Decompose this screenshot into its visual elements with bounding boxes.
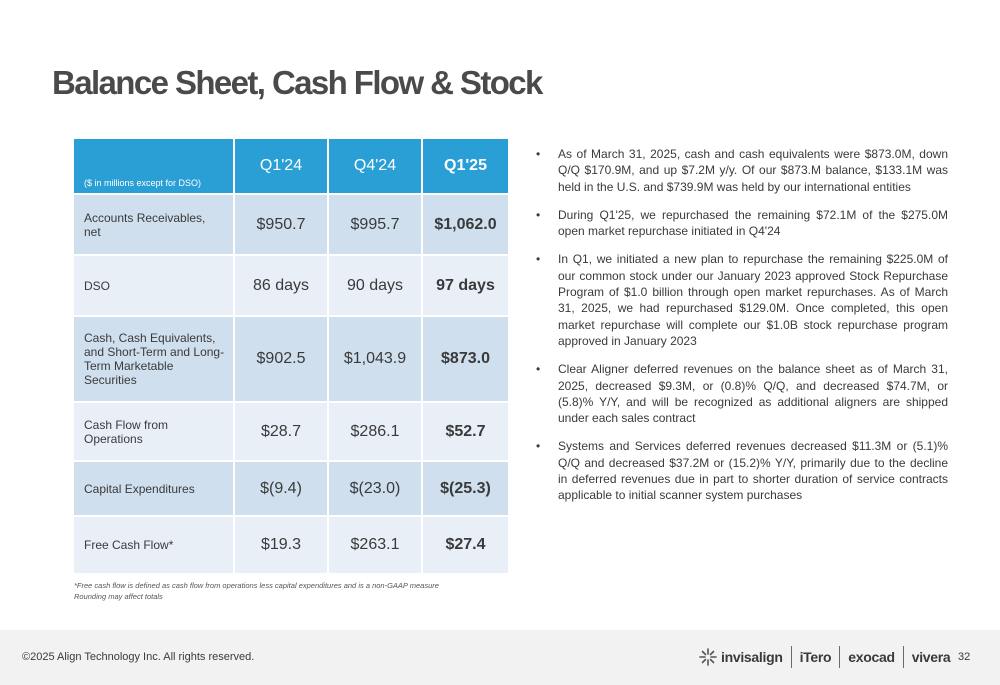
table-header-row: ($ in millions except for DSO) Q1'24 Q4'… xyxy=(72,137,510,195)
copyright-text: ©2025 Align Technology Inc. All rights r… xyxy=(22,651,255,663)
cell-value: $1,043.9 xyxy=(327,315,423,403)
table-row: Cash Flow from Operations $28.7 $286.1 $… xyxy=(72,401,510,462)
bullet-icon: • xyxy=(536,147,541,161)
logo-divider xyxy=(790,646,792,668)
brand-logos: invisalign iTero exocad vivera xyxy=(698,644,951,670)
table-row: Free Cash Flow* $19.3 $263.1 $27.4 xyxy=(72,515,510,575)
footnotes: *Free cash flow is defined as cash flow … xyxy=(74,580,439,602)
logo-itero: iTero xyxy=(799,649,832,665)
cell-value: $902.5 xyxy=(233,315,329,403)
cell-value: $286.1 xyxy=(327,401,423,462)
cell-value: $19.3 xyxy=(233,515,329,575)
column-header-q4-24: Q4'24 xyxy=(327,137,423,195)
footnote-rounding: Rounding may affect totals xyxy=(74,592,163,601)
cell-value: $873.0 xyxy=(421,315,510,403)
row-label: Cash, Cash Equivalents, and Short-Term a… xyxy=(72,315,235,403)
page-number: 32 xyxy=(958,651,971,663)
bullet-item: • During Q1'25, we repurchased the remain… xyxy=(536,207,948,239)
table-row: Accounts Receivables, net $950.7 $995.7 … xyxy=(72,193,510,256)
logo-divider xyxy=(839,646,841,668)
invisalign-star-icon xyxy=(699,648,717,666)
bullet-item: • In Q1, we initiated a new plan to repur… xyxy=(536,252,948,348)
financial-table: ($ in millions except for DSO) Q1'24 Q4'… xyxy=(72,137,510,575)
logo-divider xyxy=(902,646,904,668)
logo-vivera: vivera xyxy=(911,649,951,665)
row-label: Cash Flow from Operations xyxy=(72,401,235,462)
footnote-fcf: *Free cash flow is defined as cash flow … xyxy=(74,581,439,590)
table-row: Cash, Cash Equivalents, and Short-Term a… xyxy=(72,315,510,403)
logo-invisalign: invisalign xyxy=(721,649,783,665)
cell-value: $27.4 xyxy=(421,515,510,575)
bullet-icon: • xyxy=(536,252,541,267)
row-label: Free Cash Flow* xyxy=(72,515,235,575)
cell-value: $263.1 xyxy=(327,515,423,575)
cell-value: 97 days xyxy=(421,254,510,317)
cell-value: $28.7 xyxy=(233,401,329,462)
bullet-item: • Clear Aligner deferred revenues on the … xyxy=(536,362,948,426)
cell-value: $(9.4) xyxy=(233,460,329,517)
bullet-icon: • xyxy=(536,362,541,377)
bullet-list: • As of March 31, 2025, cash and cash equ… xyxy=(536,146,948,516)
cell-value: $1,062.0 xyxy=(421,193,510,256)
cell-value: 90 days xyxy=(327,254,423,317)
cell-value: 86 days xyxy=(233,254,329,317)
cell-value: $950.7 xyxy=(233,193,329,256)
page-title: Balance Sheet, Cash Flow & Stock xyxy=(52,64,543,101)
cell-value: $(25.3) xyxy=(421,460,510,517)
logo-exocad: exocad xyxy=(848,649,895,665)
footer: ©2025 Align Technology Inc. All rights r… xyxy=(0,630,1000,685)
row-label: DSO xyxy=(72,254,235,317)
table-row: Capital Expenditures $(9.4) $(23.0) $(25… xyxy=(72,460,510,517)
column-header-q1-24: Q1'24 xyxy=(233,137,329,195)
column-header-q1-25: Q1'25 xyxy=(421,137,510,195)
table-row: DSO 86 days 90 days 97 days xyxy=(72,254,510,317)
bullet-item: • As of March 31, 2025, cash and cash equ… xyxy=(536,147,948,194)
bullet-icon: • xyxy=(536,207,541,222)
cell-value: $52.7 xyxy=(421,401,510,462)
bullet-item: • Systems and Services deferred revenues … xyxy=(536,439,948,503)
cell-value: $995.7 xyxy=(327,193,423,256)
row-label: Accounts Receivables, net xyxy=(72,193,235,256)
bullet-icon: • xyxy=(536,439,541,454)
row-label: Capital Expenditures xyxy=(72,460,235,517)
cell-value: $(23.0) xyxy=(327,460,423,517)
table-unit-note: ($ in millions except for DSO) xyxy=(72,137,235,195)
